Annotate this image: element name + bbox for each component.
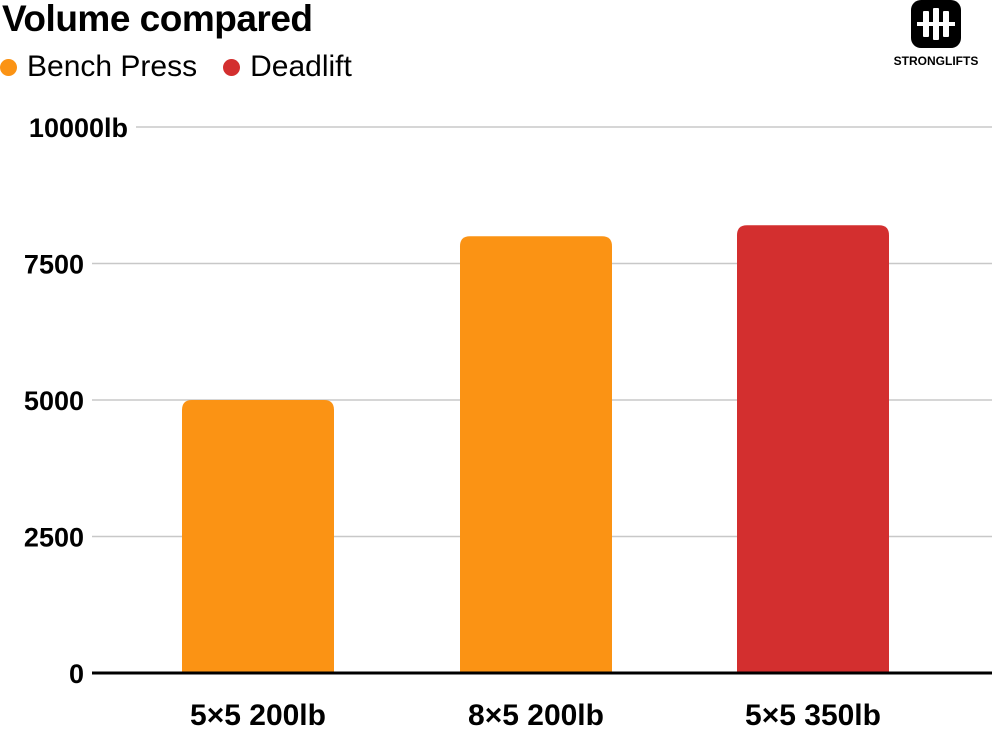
bar-1 (182, 400, 334, 673)
y-tick-label: 7500 (24, 250, 84, 280)
y-tick-label: 0 (69, 659, 84, 689)
bar-2 (460, 236, 612, 673)
bars (182, 225, 889, 673)
y-tick-label: 2500 (24, 523, 84, 553)
logo-text: STRONGLIFTS (893, 54, 979, 68)
x-category-label: 5×5 350lb (745, 699, 881, 732)
x-category-label: 8×5 200lb (468, 699, 604, 732)
y-tick-labels: 0 2500 5000 7500 10000lb (24, 113, 128, 689)
stronglifts-logo: STRONGLIFTS (886, 0, 986, 68)
x-category-labels: 5×5 200lb 8×5 200lb 5×5 350lb (190, 699, 881, 732)
legend-swatch-deadlift (223, 58, 241, 76)
legend-swatch-bench-press (0, 58, 17, 76)
chart-legend: Bench Press Deadlift (0, 50, 378, 84)
legend-item-deadlift: Deadlift (223, 50, 352, 84)
legend-label-deadlift: Deadlift (250, 50, 352, 83)
legend-label-bench-press: Bench Press (27, 50, 198, 83)
chart-title: Volume compared (2, 0, 313, 39)
bar-3 (737, 225, 889, 673)
legend-item-bench-press: Bench Press (0, 50, 197, 84)
y-tick-label: 10000lb (29, 113, 128, 143)
barbell-icon (911, 0, 961, 48)
y-tick-label: 5000 (24, 386, 84, 416)
x-category-label: 5×5 200lb (190, 699, 326, 732)
